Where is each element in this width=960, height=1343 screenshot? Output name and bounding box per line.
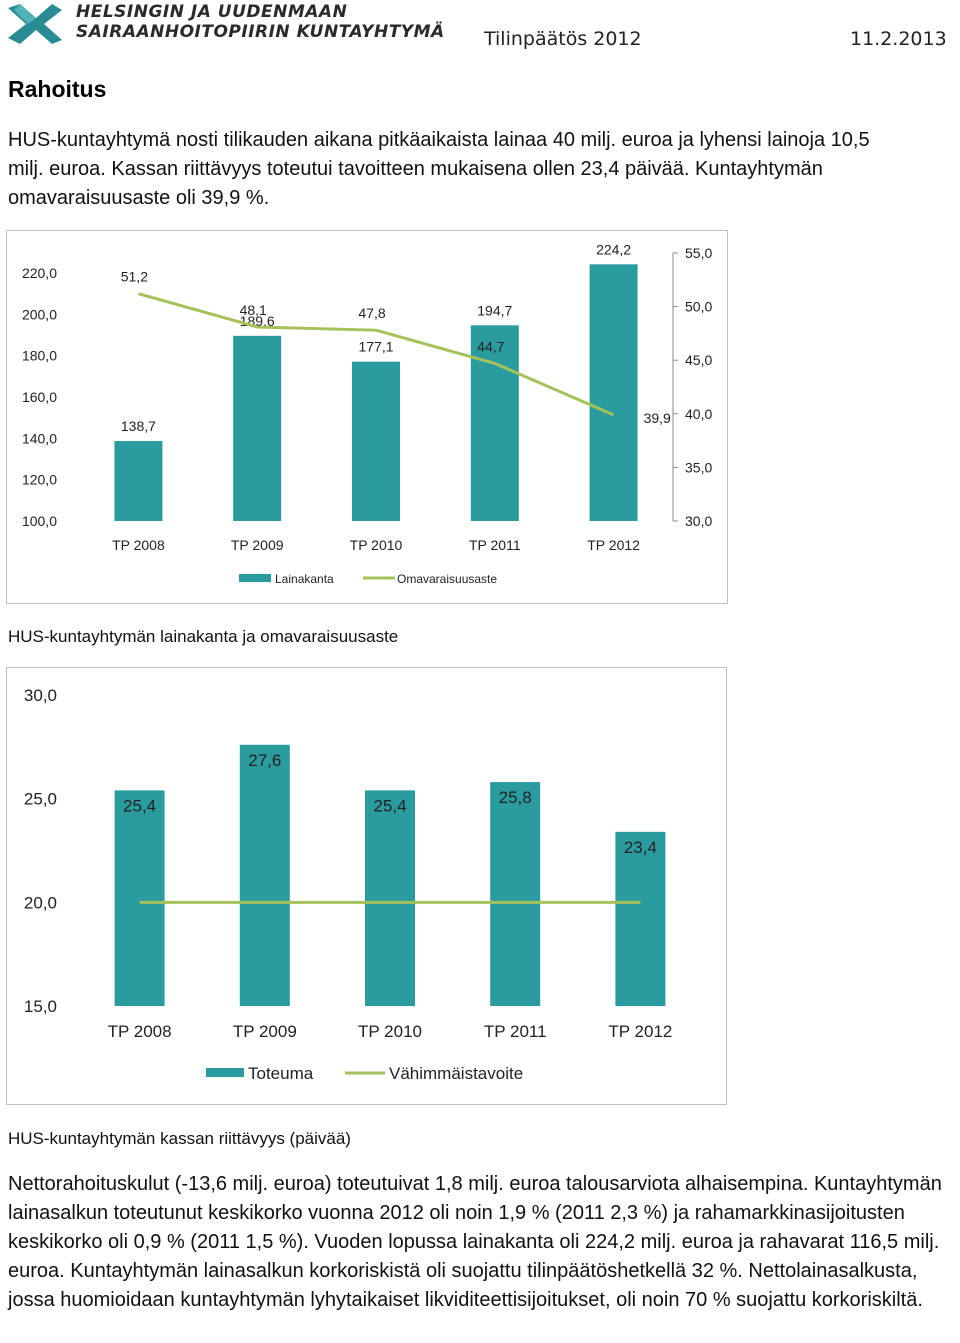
y2-axis-tick-label: 35,0 [685, 459, 712, 475]
page-header: HELSINGIN JA UUDENMAAN SAIRAANHOITOPIIRI… [0, 0, 960, 60]
bar-data-label: 138,7 [121, 418, 156, 434]
y-axis-tick-label: 100,0 [22, 513, 57, 529]
y-axis-tick-label: 220,0 [22, 265, 57, 281]
y2-axis-tick-label: 50,0 [685, 299, 712, 315]
y-axis-tick-label: 180,0 [22, 348, 57, 364]
legend-label-lainakanta: Lainakanta [275, 572, 334, 586]
line-data-label: 44,7 [477, 338, 504, 354]
x-axis-tick-label: TP 2010 [358, 1022, 422, 1041]
loan-equity-chart: 100,0 120,0 140,0 160,0 180,0 200,0 220,0 30,0 3… [6, 230, 728, 604]
x-axis-tick-label: TP 2011 [469, 537, 521, 553]
x-axis-tick-label: TP 2011 [484, 1022, 547, 1041]
y-axis-tick-label: 30,0 [24, 686, 57, 705]
line-data-label: 48,1 [240, 302, 267, 318]
line-data-label: 39,9 [644, 410, 671, 426]
x-axis-tick-label: TP 2009 [231, 537, 284, 553]
y2-axis-tick-label: 45,0 [685, 352, 712, 368]
x-axis-tick-label: TP 2008 [108, 1022, 172, 1041]
line-omavaraisuusaste [137, 292, 615, 417]
bar-toteuma [490, 782, 541, 1006]
bar-lainakanta [114, 441, 163, 521]
x-axis-tick-label: TP 2009 [233, 1022, 297, 1041]
y-axis-tick-label: 20,0 [24, 893, 57, 912]
x-axis-tick-label: TP 2012 [608, 1022, 672, 1041]
x-axis-tick-label: TP 2008 [112, 537, 165, 553]
y2-axis-tick-label: 30,0 [685, 513, 712, 529]
bar-toteuma [365, 790, 415, 1006]
bar-toteuma [114, 790, 165, 1006]
legend-label-vahimmaistavoite: Vähimmäistavoite [389, 1064, 523, 1083]
bar-lainakanta [470, 325, 519, 521]
org-name-line1: HELSINGIN JA UUDENMAAN [76, 2, 348, 22]
x-axis-tick-label: TP 2012 [587, 537, 640, 553]
bar-lainakanta [233, 335, 282, 521]
y2-axis-tick-label: 40,0 [685, 406, 712, 422]
intro-paragraph: HUS-kuntayhtymä nosti tilikauden aikana … [8, 129, 870, 209]
cash-sufficiency-chart-svg: 15,0 20,0 25,0 30,0 25,4 TP 2008 27,6 TP 2009 25… [24, 686, 672, 1083]
line-data-label: 51,2 [121, 269, 148, 285]
section-heading: Rahoitus [8, 76, 107, 102]
bar-toteuma [615, 831, 666, 1006]
y-axis-tick-label: 120,0 [22, 472, 57, 488]
document-date: 11.2.2013 [850, 28, 947, 50]
bar-toteuma [239, 744, 290, 1006]
bar-data-label: 23,4 [624, 838, 657, 857]
org-name-line2: SAIRAANHOITOPIIRIN KUNTAYHTYMÄ [76, 22, 445, 42]
legend-label-toteuma: Toteuma [248, 1064, 314, 1083]
bar-data-label: 25,4 [373, 796, 406, 815]
bar-data-label: 27,6 [248, 751, 281, 770]
legend-swatch-toteuma [206, 1068, 244, 1077]
closing-paragraph: Nettorahoituskulut (-13,6 milj. euroa) t… [8, 1173, 942, 1311]
legend-swatch-lainakanta [239, 574, 271, 582]
chart2-caption: HUS-kuntayhtymän kassan riittävyys (päiv… [8, 1129, 351, 1148]
x-axis-tick-label: TP 2010 [350, 537, 403, 553]
bar-data-label: 224,2 [596, 241, 631, 257]
y-axis-tick-label: 25,0 [24, 790, 57, 809]
bar-data-label: 177,1 [358, 339, 393, 355]
document-title: Tilinpäätös 2012 [484, 28, 642, 50]
bar-lainakanta [352, 361, 400, 521]
bar-data-label: 194,7 [477, 302, 512, 318]
y2-axis-tick-label: 55,0 [685, 245, 712, 261]
cash-sufficiency-chart: 15,0 20,0 25,0 30,0 25,4 TP 2008 27,6 TP 2009 25… [6, 667, 727, 1105]
bar-data-label: 25,8 [499, 788, 532, 807]
hus-logo-icon [8, 4, 62, 44]
y-axis-tick-label: 140,0 [22, 430, 57, 446]
y-axis-tick-label: 15,0 [24, 997, 57, 1016]
y-axis-tick-label: 200,0 [22, 306, 57, 322]
loan-equity-chart-svg: 100,0 120,0 140,0 160,0 180,0 200,0 220,0 30,0 3… [22, 241, 713, 586]
bar-lainakanta [589, 264, 638, 521]
legend-label-omavaraisuusaste: Omavaraisuusaste [397, 572, 497, 586]
y-axis-tick-label: 160,0 [22, 389, 57, 405]
bar-data-label: 25,4 [123, 796, 156, 815]
chart1-caption: HUS-kuntayhtymän lainakanta ja omavarais… [8, 627, 399, 646]
line-data-label: 47,8 [358, 305, 385, 321]
